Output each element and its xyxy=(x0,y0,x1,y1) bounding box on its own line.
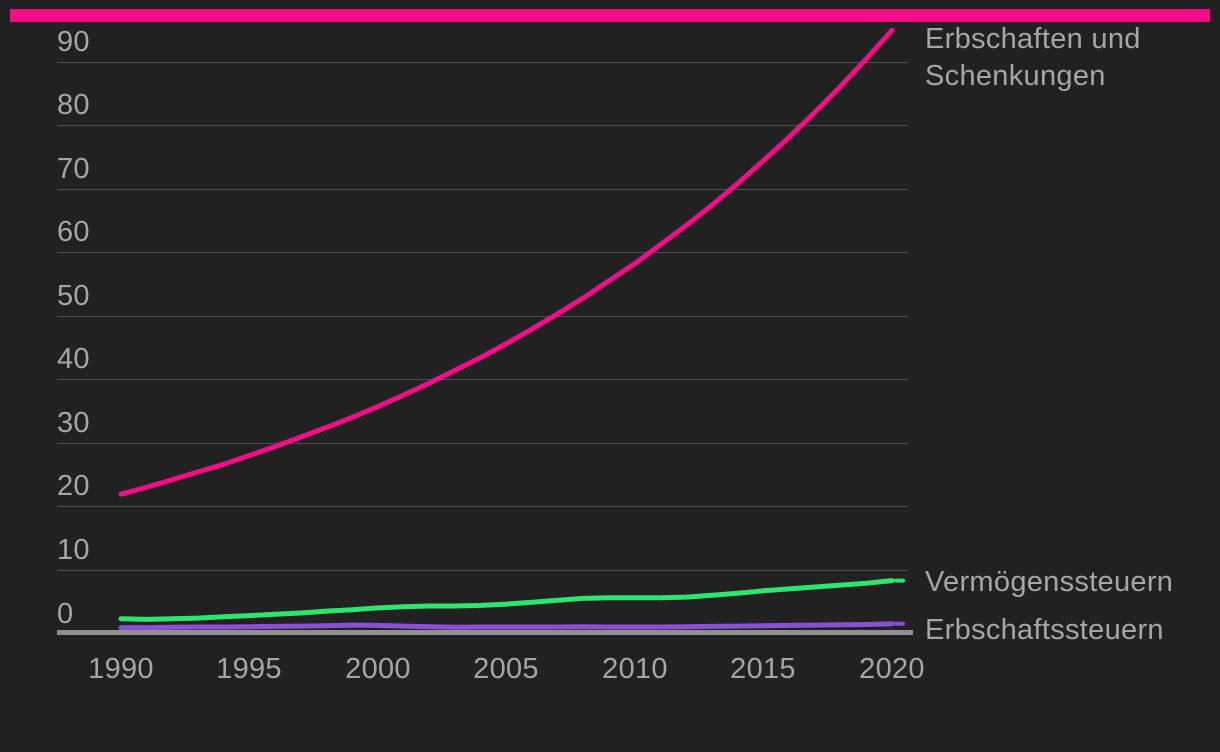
y-gridline-30 xyxy=(57,443,908,444)
y-tick-label-40: 40 xyxy=(57,343,90,375)
y-tick-label-0: 0 xyxy=(57,598,74,630)
x-axis-line xyxy=(57,630,913,635)
y-tick-label-60: 60 xyxy=(57,216,90,248)
legend-label-erbschaftssteuern: Erbschaftssteuern xyxy=(925,614,1164,646)
legend-label-vermoegenssteuern: Vermögenssteuern xyxy=(925,566,1174,598)
series-line-vermoegenssteuern[interactable] xyxy=(118,578,895,622)
series-line-erbschaftssteuern[interactable] xyxy=(118,621,895,631)
x-tick-label-2020: 2020 xyxy=(859,653,925,685)
y-tick-label-30: 30 xyxy=(57,407,90,439)
y-tick-label-50: 50 xyxy=(57,280,90,312)
y-gridline-70 xyxy=(57,189,908,190)
y-tick-label-90: 90 xyxy=(57,26,90,58)
top-accent-bar xyxy=(10,9,1210,22)
y-gridline-90 xyxy=(57,62,908,63)
y-gridline-80 xyxy=(57,125,908,126)
x-tick-label-2010: 2010 xyxy=(602,653,668,685)
legend-label-erbschaften-line2: Schenkungen xyxy=(925,60,1106,92)
y-gridline-40 xyxy=(57,379,908,380)
y-tick-label-70: 70 xyxy=(57,153,90,185)
y-gridline-50 xyxy=(57,316,908,317)
x-tick-label-2000: 2000 xyxy=(345,653,411,685)
y-gridline-60 xyxy=(57,252,908,253)
y-gridline-20 xyxy=(57,506,908,507)
y-tick-label-10: 10 xyxy=(57,534,90,566)
x-tick-label-1995: 1995 xyxy=(216,653,282,685)
x-tick-label-2015: 2015 xyxy=(730,653,796,685)
legend-label-erbschaften-line1: Erbschaften und xyxy=(925,23,1141,55)
y-tick-label-80: 80 xyxy=(57,89,90,121)
y-tick-label-20: 20 xyxy=(57,470,90,502)
x-tick-label-1990: 1990 xyxy=(88,653,154,685)
series-line-erbschaften-und-schenkungen[interactable] xyxy=(118,27,895,497)
y-gridline-10 xyxy=(57,570,908,571)
x-tick-label-2005: 2005 xyxy=(473,653,539,685)
